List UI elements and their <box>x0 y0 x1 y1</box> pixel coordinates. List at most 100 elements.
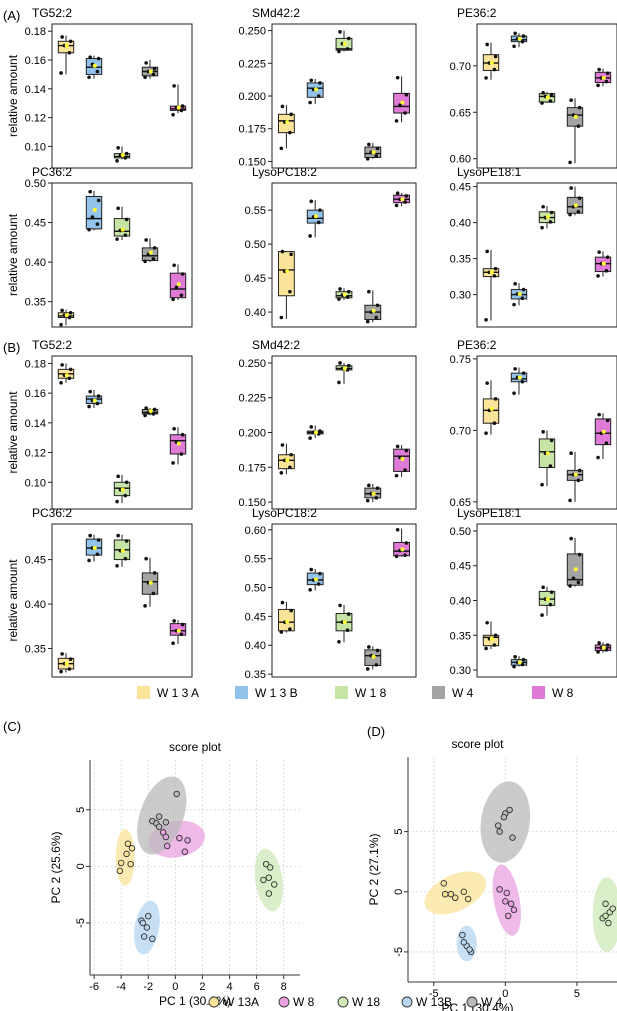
y-tick-label: 0.40 <box>25 257 46 269</box>
mean-marker <box>517 36 522 41</box>
legend-item-W 13B: W 13B <box>401 995 452 1009</box>
box-W 13A <box>57 652 75 674</box>
panel-label-a: (A) <box>3 8 20 23</box>
y-axis-label: relative amount <box>6 391 20 474</box>
data-point <box>115 159 119 163</box>
data-point <box>309 425 314 429</box>
data-point <box>367 289 371 294</box>
point-W 13B <box>140 933 148 940</box>
y-tick-label: 0.16 <box>25 55 46 67</box>
box-W 13A <box>482 249 500 322</box>
plot-frame <box>51 23 193 169</box>
box-W 13A <box>277 443 295 475</box>
box-W 13A <box>277 600 295 634</box>
y-tick-label: 0.200 <box>238 428 266 440</box>
x-tick-label: 4 <box>226 981 232 993</box>
box-W 8 <box>169 84 187 117</box>
data-point <box>152 571 157 575</box>
mean-marker <box>342 620 347 625</box>
data-point <box>568 498 572 503</box>
data-point <box>87 227 91 232</box>
data-point <box>367 483 371 488</box>
point-W 13A <box>116 867 124 875</box>
data-point <box>171 297 175 302</box>
data-point <box>180 432 185 437</box>
point-W 13B <box>460 939 468 946</box>
legend-marker <box>466 996 478 1008</box>
y-tick-label: -5 <box>75 918 87 928</box>
data-point <box>144 556 148 561</box>
mean-marker <box>148 250 153 255</box>
chart-title: TG52:2 <box>32 338 72 352</box>
point-W 13A <box>124 840 132 847</box>
legend-label: W 8 <box>552 686 574 700</box>
chart-title: LysoPC18:2 <box>252 165 317 179</box>
data-point <box>309 78 314 83</box>
boxplot-A-LysoPC18:2: LysoPC18:2 0.40 0.45 0.50 0.55 <box>245 165 417 328</box>
box-iqr <box>113 218 131 237</box>
y-tick-label: 0.200 <box>238 91 266 103</box>
data-point <box>59 669 63 674</box>
data-point <box>67 667 72 671</box>
data-point <box>337 380 341 385</box>
data-point <box>597 412 601 417</box>
y-tick-label: 0.50 <box>450 526 471 538</box>
y-tick-label: 0.40 <box>450 218 471 230</box>
data-point <box>403 553 407 557</box>
data-point <box>67 51 72 55</box>
y-tick-label: 0.18 <box>25 26 46 38</box>
ellipse-W 13A <box>424 871 487 915</box>
data-point <box>569 536 573 541</box>
data-point <box>67 315 72 320</box>
mean-marker <box>313 577 318 582</box>
data-point <box>60 308 64 313</box>
chart-title: SMd42:2 <box>252 6 300 20</box>
legend-label: W 13A <box>223 995 259 1009</box>
point-W 13A <box>440 880 448 887</box>
data-point <box>318 81 322 85</box>
mean-marker <box>400 100 405 105</box>
data-point <box>404 448 409 453</box>
y-tick-label: 0.35 <box>450 254 471 266</box>
data-point <box>144 238 148 242</box>
data-point <box>180 104 185 108</box>
plot-frame <box>271 182 417 328</box>
box-W 8 <box>393 527 411 559</box>
legend-marker <box>278 996 290 1008</box>
data-point <box>485 620 489 625</box>
data-point <box>605 418 610 423</box>
box-W 8 <box>393 444 411 478</box>
box-W 4 <box>566 451 584 503</box>
data-point <box>577 552 582 557</box>
data-point <box>576 580 581 585</box>
y-tick-label: 0 <box>393 889 405 895</box>
data-point <box>123 233 128 238</box>
point-W 13A <box>451 894 459 902</box>
data-point <box>568 160 572 165</box>
data-point <box>124 217 129 222</box>
data-point <box>152 246 157 250</box>
boxplot-A-PE36:2: PE36:2 0.60 0.65 0.70 <box>450 6 617 169</box>
x-tick-label: 8 <box>281 981 287 993</box>
plot-frame <box>476 182 617 328</box>
data-point <box>152 66 157 71</box>
box-W 18 <box>335 30 353 54</box>
data-point <box>540 101 544 105</box>
boxplot-A-SMd42:2: SMd42:2 0.150 0.175 0.200 0.225 0.250 <box>238 6 417 169</box>
point-W 4 <box>173 790 180 798</box>
point-W 13B <box>459 931 466 939</box>
y-tick-label: 0.250 <box>238 358 266 370</box>
data-point <box>398 103 402 107</box>
data-point <box>308 588 312 592</box>
box-legend: W 1 3 A W 1 3 B W 1 8 W 4 W 8 <box>137 686 574 700</box>
mean-marker <box>64 661 69 666</box>
mean-marker <box>176 282 181 287</box>
boxplot-B-SMd42:2: SMd42:2 0.150 0.175 0.200 0.225 0.250 <box>238 338 417 510</box>
box-W 13B <box>306 567 324 592</box>
mean-marker <box>573 114 578 119</box>
y-tick-label: 0.55 <box>245 554 266 566</box>
box-W 8 <box>169 619 187 645</box>
data-point <box>577 105 582 110</box>
mean-marker <box>371 150 376 155</box>
data-point <box>375 146 380 151</box>
